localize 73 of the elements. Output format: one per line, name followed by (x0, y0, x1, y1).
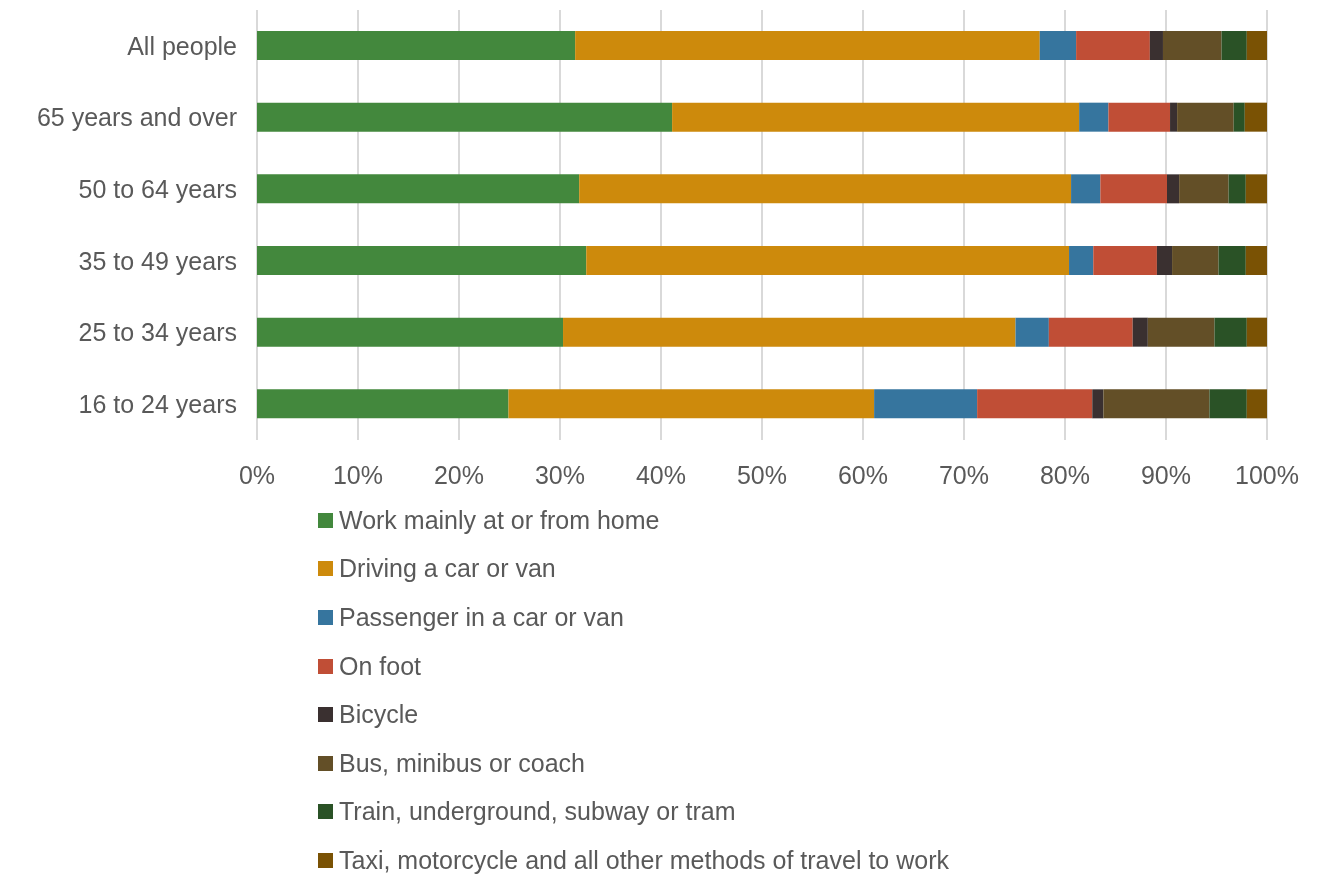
x-tick-label: 30% (534, 460, 586, 489)
y-tick-label: 35 to 49 years (78, 246, 237, 275)
legend-label: Taxi, motorcycle and all other methods of travel to work (339, 845, 949, 875)
legend-label: Train, underground, subway or tram (339, 797, 736, 827)
x-tick-label: 50% (736, 460, 788, 489)
legend-label: Work mainly at or from home (339, 505, 660, 535)
y-tick-label: 50 to 64 years (78, 175, 237, 204)
bar (874, 389, 978, 419)
y-tick-label: All people (127, 31, 237, 60)
bar (1103, 389, 1210, 419)
bar (1132, 317, 1148, 347)
legend-label: Driving a car or van (339, 554, 556, 584)
bar (1246, 389, 1267, 419)
bar (1177, 102, 1234, 132)
bar (1246, 31, 1267, 60)
bar (1149, 31, 1163, 60)
bar (1221, 31, 1247, 60)
bar (1246, 317, 1267, 347)
bar (1092, 389, 1104, 419)
bar (586, 246, 1070, 275)
bar (672, 102, 1080, 132)
bar (1245, 174, 1267, 204)
bar (1071, 174, 1101, 204)
bar (1093, 246, 1157, 275)
bar (1214, 317, 1247, 347)
bar (1108, 102, 1171, 132)
bar (1039, 31, 1077, 60)
bar (1156, 246, 1173, 275)
bar (1170, 102, 1178, 132)
x-tick-label: 90% (1140, 460, 1192, 489)
bar (257, 317, 564, 347)
bar (579, 174, 1072, 204)
bar (575, 31, 1040, 60)
bar (257, 389, 509, 419)
x-tick-label: 40% (635, 460, 687, 489)
bar (1245, 246, 1267, 275)
bar (1100, 174, 1168, 204)
bar (1079, 102, 1109, 132)
legend-label: Passenger in a car or van (339, 602, 624, 632)
bar (1233, 102, 1245, 132)
bar (257, 174, 580, 204)
bar (1172, 246, 1219, 275)
x-tick-label: 80% (1039, 460, 1091, 489)
bar (1069, 246, 1094, 275)
bar (1076, 31, 1150, 60)
y-tick-label: 25 to 34 years (78, 318, 237, 347)
x-tick-label: 60% (837, 460, 889, 489)
bar (257, 246, 587, 275)
x-tick-label: 70% (938, 460, 990, 489)
bar (1179, 174, 1229, 204)
x-tick-label: 0% (238, 460, 276, 489)
y-tick-label: 65 years and over (36, 103, 237, 132)
bar (1209, 389, 1247, 419)
bar (1048, 317, 1133, 347)
bar (1228, 174, 1246, 204)
bar (257, 102, 673, 132)
x-tick-label: 10% (332, 460, 384, 489)
x-tick-label: 100% (1235, 460, 1299, 489)
bar (563, 317, 1016, 347)
bar (1218, 246, 1246, 275)
legend-label: Bicycle (339, 700, 419, 730)
y-tick-label: 16 to 24 years (78, 390, 237, 419)
legend-label: On foot (339, 651, 421, 681)
bar (1015, 317, 1049, 347)
bar (1147, 317, 1215, 347)
bar (1167, 174, 1180, 204)
bar (977, 389, 1093, 419)
legend-label: Bus, minibus or coach (339, 748, 585, 778)
bar (1244, 102, 1267, 132)
bar (1162, 31, 1222, 60)
bar (257, 31, 576, 60)
x-tick-label: 20% (433, 460, 485, 489)
bar (508, 389, 875, 419)
